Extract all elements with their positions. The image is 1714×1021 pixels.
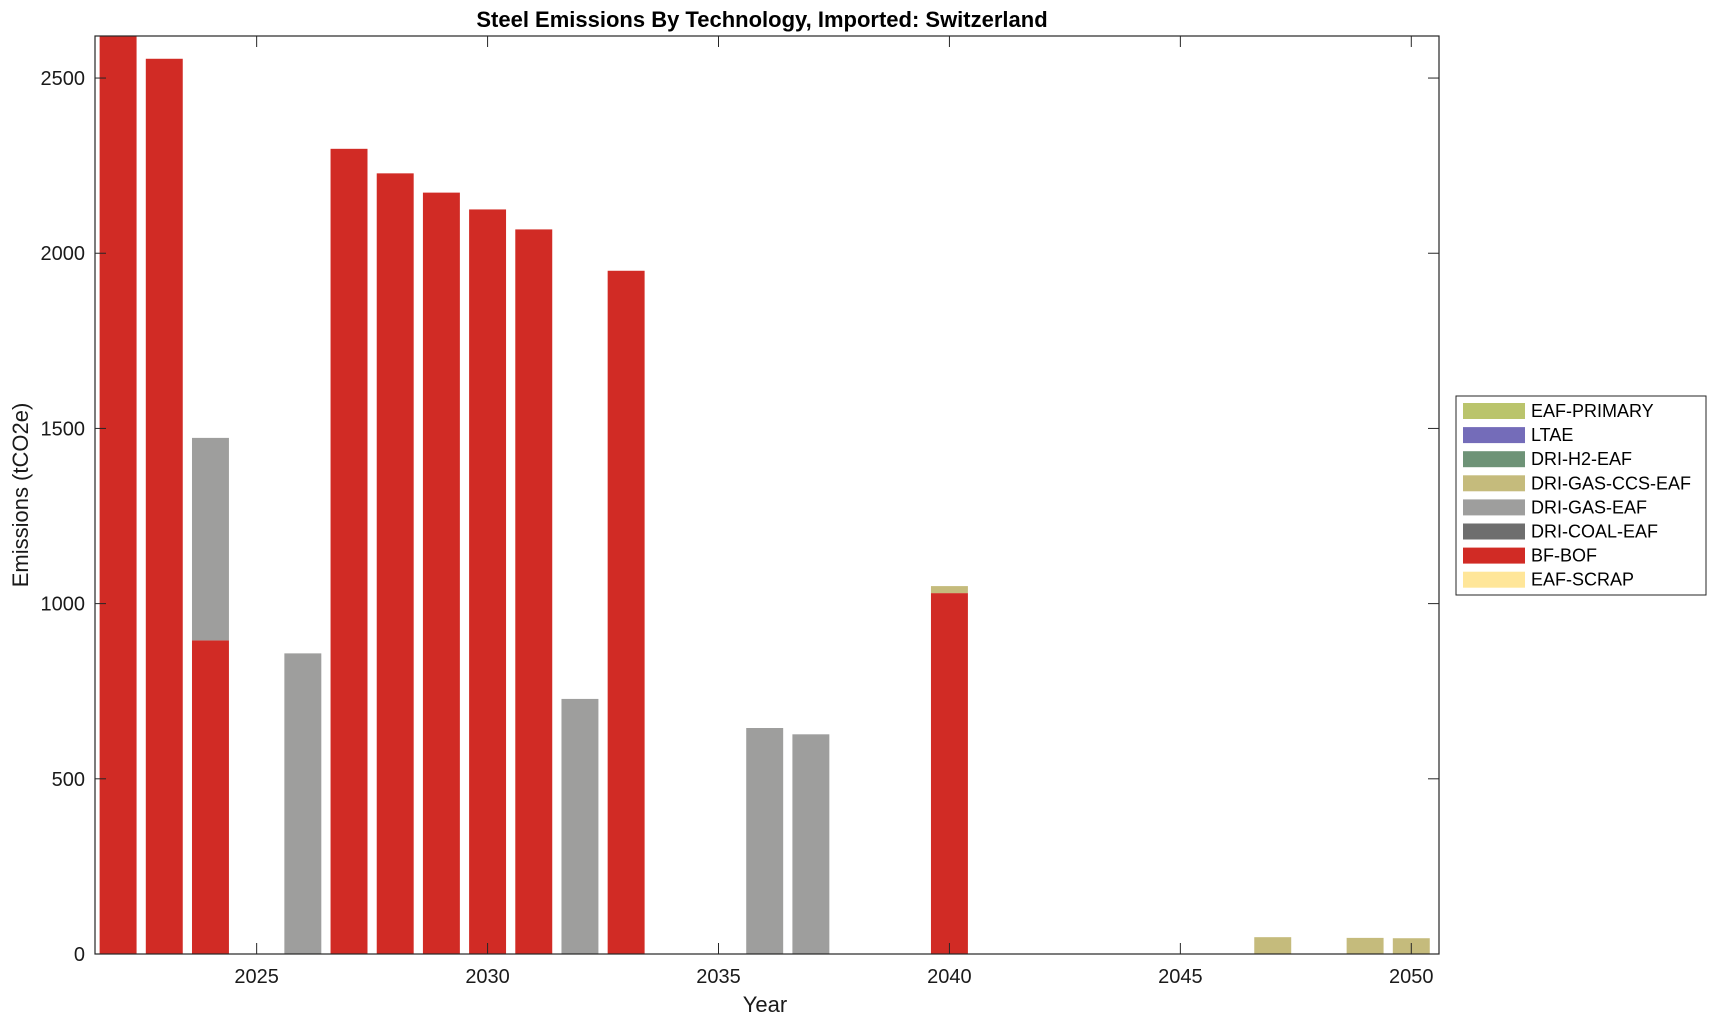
x-tick-label: 2045 (1158, 966, 1203, 988)
bars-layer (99, 36, 1430, 955)
bar-segment-bf-bof-2023 (145, 58, 183, 954)
legend-label-dri-h2-eaf: DRI-H2-EAF (1531, 449, 1632, 469)
legend-label-bf-bof: BF-BOF (1531, 546, 1597, 566)
bar-segment-bf-bof-2027 (330, 148, 368, 954)
legend-swatch-bf-bof (1463, 547, 1525, 564)
y-tick-label: 2000 (41, 243, 86, 265)
x-tick-label: 2040 (927, 966, 972, 988)
y-tick-label: 1500 (41, 418, 86, 440)
bar-segment-dri-gas-eaf-2036 (746, 728, 784, 954)
legend-swatch-dri-gas-ccs-eaf (1463, 475, 1525, 492)
bar-segment-dri-gas-eaf-2026 (284, 653, 322, 954)
legend-swatch-dri-gas-eaf (1463, 499, 1525, 516)
x-tick-label: 2035 (696, 966, 741, 988)
x-tick-label: 2030 (465, 966, 510, 988)
x-tick-label: 2025 (234, 966, 279, 988)
bar-segment-dri-gas-ccs-eaf-2040 (930, 586, 968, 594)
bar-segment-dri-gas-ccs-eaf-2047 (1254, 937, 1292, 954)
bar-segment-dri-gas-eaf-2037 (792, 734, 830, 954)
legend-swatch-dri-h2-eaf (1463, 451, 1525, 468)
legend-label-dri-coal-eaf: DRI-COAL-EAF (1531, 522, 1658, 542)
chart-title: Steel Emissions By Technology, Imported:… (476, 7, 1047, 32)
bar-segment-bf-bof-2040 (930, 593, 968, 954)
bar-segment-dri-gas-eaf-2024 (191, 437, 229, 641)
y-tick-label: 500 (52, 769, 85, 791)
legend-swatch-eaf-primary (1463, 403, 1525, 419)
x-tick-label: 2050 (1389, 966, 1434, 988)
legend-label-dri-gas-eaf: DRI-GAS-EAF (1531, 497, 1647, 517)
y-tick-label: 2500 (41, 68, 86, 90)
legend: EAF-PRIMARY LTAE DRI-H2-EAF DRI-GAS-CCS-EAF… (1455, 395, 1707, 596)
legend-swatch-eaf-scrap (1463, 571, 1525, 588)
legend-swatch-dri-coal-eaf (1463, 523, 1525, 540)
y-tick-label: 1000 (41, 594, 86, 616)
ticks-layer: 2025 2030 2035 2040 2045 2050 0 500 1000 1500 2000… (41, 36, 1439, 988)
y-tick-label: 0 (74, 944, 85, 966)
plot-area-frame (94, 35, 1440, 955)
bar-segment-dri-gas-ccs-eaf-2049 (1346, 937, 1384, 954)
legend-label-eaf-scrap: EAF-SCRAP (1531, 570, 1634, 590)
bar-segment-bf-bof-2022 (99, 36, 137, 954)
legend-label-eaf-primary: EAF-PRIMARY (1531, 401, 1654, 421)
legend-items: EAF-PRIMARY LTAE DRI-H2-EAF DRI-GAS-CCS-EAF… (1463, 401, 1691, 590)
x-axis-label: Year (743, 992, 787, 1017)
bar-segment-bf-bof-2028 (376, 173, 414, 955)
legend-label-dri-gas-ccs-eaf: DRI-GAS-CCS-EAF (1531, 473, 1691, 493)
bar-segment-bf-bof-2030 (469, 209, 507, 954)
bar-segment-bf-bof-2029 (422, 192, 460, 954)
bar-segment-bf-bof-2033 (607, 270, 645, 954)
legend-label-ltae: LTAE (1531, 425, 1573, 445)
bar-segment-bf-bof-2024 (191, 640, 229, 954)
bar-segment-bf-bof-2031 (515, 229, 553, 954)
bar-segment-dri-gas-eaf-2032 (561, 698, 599, 954)
legend-swatch-ltae (1463, 427, 1525, 444)
y-axis-label: Emissions (tCO2e) (8, 403, 33, 588)
